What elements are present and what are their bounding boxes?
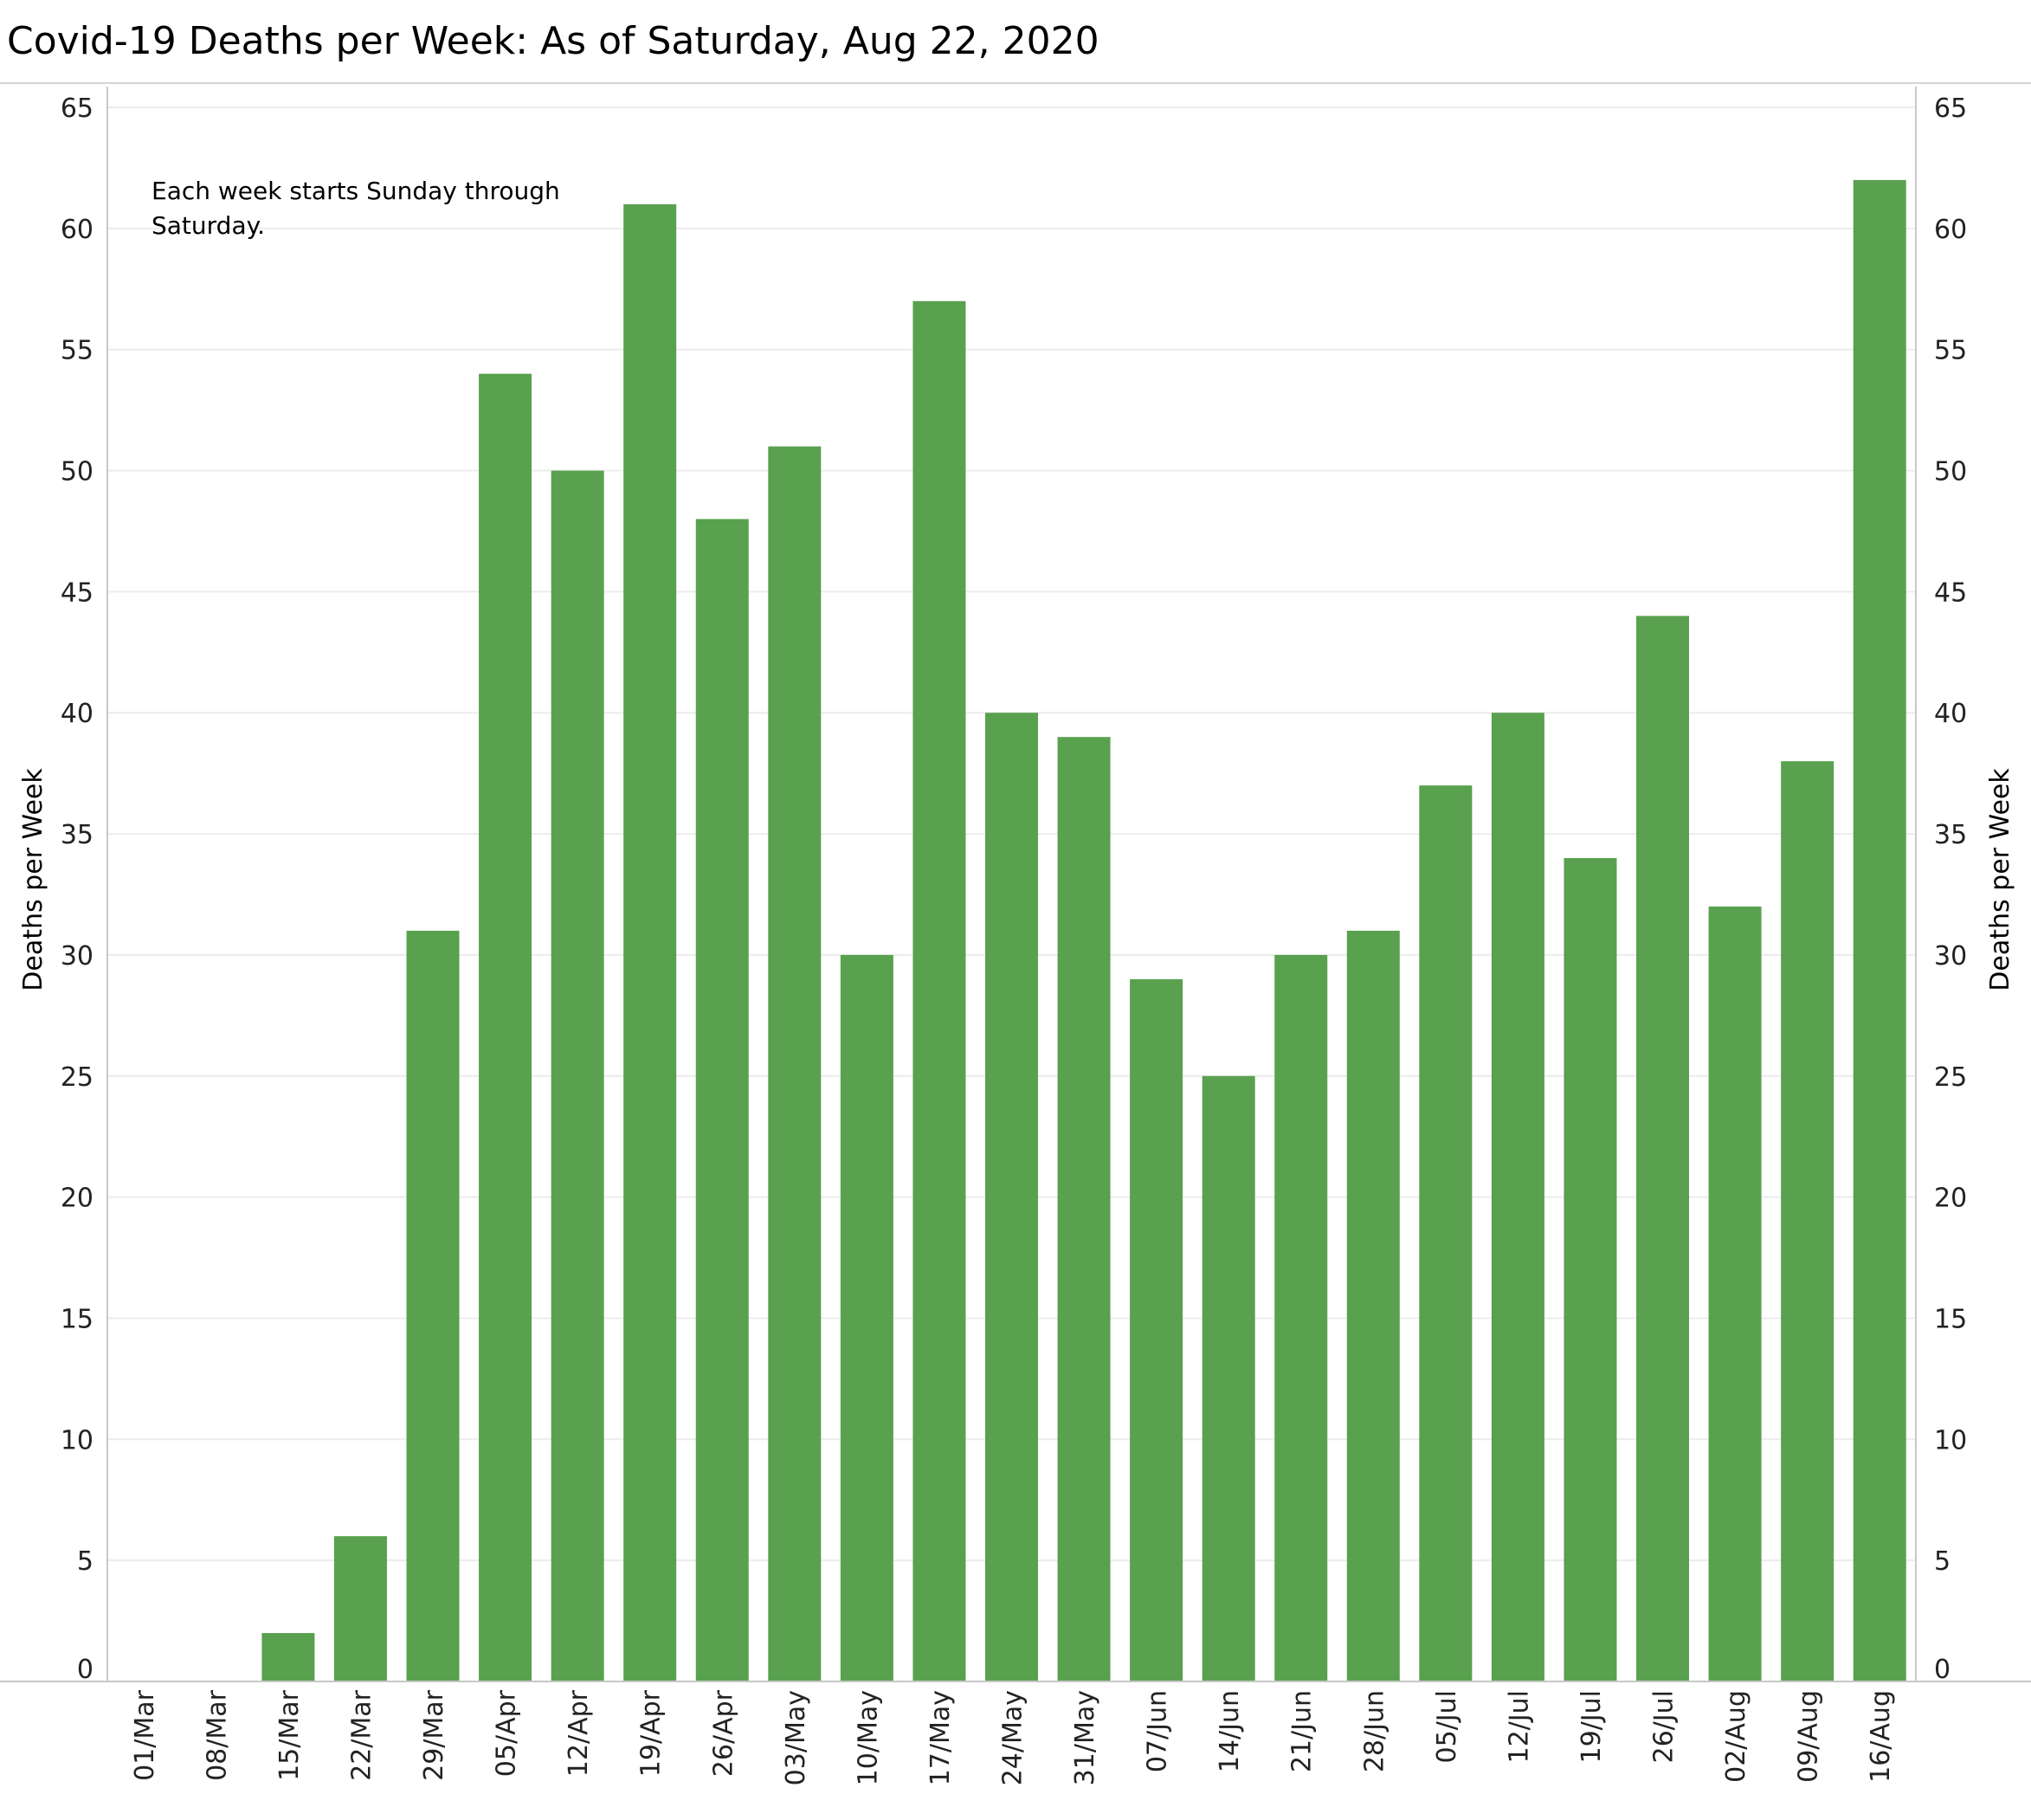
y-tick-label-right: 25 xyxy=(1934,1062,1967,1093)
chart-title: Covid-19 Deaths per Week: As of Saturday… xyxy=(7,19,1099,63)
bar xyxy=(261,1633,315,1681)
y-tick-label-left: 10 xyxy=(61,1425,93,1455)
y-tick-label-left: 0 xyxy=(77,1655,93,1685)
y-tick-label-right: 60 xyxy=(1934,215,1967,245)
y-tick-label-left: 35 xyxy=(61,820,93,850)
y-tick-label-left: 30 xyxy=(61,941,93,971)
y-tick-label-left: 45 xyxy=(61,578,93,608)
bar xyxy=(479,373,532,1681)
x-tick-label: 05/Apr xyxy=(492,1689,522,1777)
bar xyxy=(1853,179,1906,1681)
y-tick-label-right: 30 xyxy=(1934,941,1967,971)
y-tick-label-right: 65 xyxy=(1934,94,1967,124)
x-tick-label: 12/Jul xyxy=(1504,1690,1534,1763)
y-tick-label-left: 60 xyxy=(61,215,93,245)
x-tick-label: 07/Jun xyxy=(1143,1690,1173,1772)
bar xyxy=(1202,1075,1255,1681)
y-axis-label-left: Deaths per Week xyxy=(18,768,48,991)
bar xyxy=(1564,858,1617,1681)
x-tick-label: 24/May xyxy=(998,1690,1028,1785)
bar xyxy=(985,713,1038,1681)
y-tick-label-right: 10 xyxy=(1934,1425,1967,1455)
y-tick-label-right: 20 xyxy=(1934,1184,1967,1214)
x-tick-label: 02/Aug xyxy=(1721,1690,1751,1783)
x-tick-label: 29/Mar xyxy=(419,1689,449,1781)
bar xyxy=(1491,713,1544,1681)
y-tick-label-left: 20 xyxy=(61,1184,93,1214)
bar xyxy=(623,203,677,1681)
category-labels: 01/Mar 08/Mar 15/Mar 22/Mar 29/Mar 05/Apr 12/A… xyxy=(130,1689,1896,1785)
y-tick-label-left: 40 xyxy=(61,699,93,729)
bar xyxy=(695,519,749,1681)
x-tick-label: 21/Jun xyxy=(1287,1690,1318,1772)
bars xyxy=(261,179,1906,1682)
x-tick-label: 09/Aug xyxy=(1794,1690,1824,1783)
bar xyxy=(1708,906,1762,1681)
annotation-line: Saturday. xyxy=(152,211,265,240)
x-tick-label: 16/Aug xyxy=(1866,1690,1896,1783)
y-tick-label-right: 50 xyxy=(1934,457,1967,487)
y-tick-label-right: 35 xyxy=(1934,820,1967,850)
x-tick-label: 05/Jul xyxy=(1432,1690,1462,1763)
y-tick-label-right: 40 xyxy=(1934,699,1967,729)
bar xyxy=(840,954,893,1681)
annotation: Each week starts Sunday through Saturday. xyxy=(152,177,560,240)
axes xyxy=(0,87,2031,1682)
annotation-line: Each week starts Sunday through xyxy=(152,177,560,205)
y-tick-label-left: 25 xyxy=(61,1062,93,1093)
x-tick-label: 28/Jun xyxy=(1359,1690,1389,1772)
x-tick-label: 26/Apr xyxy=(708,1689,738,1777)
bar xyxy=(551,470,604,1681)
x-tick-label: 03/May xyxy=(781,1690,811,1785)
x-tick-label: 26/Jul xyxy=(1649,1690,1680,1763)
bar xyxy=(1781,761,1834,1682)
y-tick-label-right: 5 xyxy=(1934,1546,1950,1577)
x-tick-label: 10/May xyxy=(853,1690,883,1785)
x-tick-label: 19/Apr xyxy=(636,1689,667,1777)
x-tick-label: 12/Apr xyxy=(564,1689,594,1777)
y-tick-label-left: 65 xyxy=(61,94,93,124)
x-tick-label: 15/Mar xyxy=(274,1689,305,1781)
y-tick-label-left: 55 xyxy=(61,336,93,366)
y-tick-label-right: 55 xyxy=(1934,336,1967,366)
y-tick-label-left: 50 xyxy=(61,457,93,487)
bar xyxy=(1346,930,1400,1681)
y-tick-label-left: 15 xyxy=(61,1304,93,1334)
bar xyxy=(1274,954,1328,1681)
bar xyxy=(406,930,460,1681)
y-tick-label-right: 15 xyxy=(1934,1304,1967,1334)
x-tick-label: 31/May xyxy=(1070,1690,1100,1785)
bar xyxy=(1130,978,1183,1681)
x-tick-label: 01/Mar xyxy=(130,1689,160,1781)
y-tick-label-right: 45 xyxy=(1934,578,1967,608)
y-axis-label-right: Deaths per Week xyxy=(1985,768,2015,991)
x-tick-label: 14/Jun xyxy=(1215,1690,1245,1772)
bar xyxy=(912,300,966,1681)
bar xyxy=(1057,737,1111,1682)
y-tick-label-left: 5 xyxy=(77,1546,93,1577)
bar xyxy=(768,446,822,1681)
x-tick-label: 22/Mar xyxy=(346,1689,377,1781)
bar xyxy=(1636,616,1690,1681)
x-tick-label: 19/Jul xyxy=(1576,1690,1607,1763)
x-tick-label: 17/May xyxy=(925,1690,956,1785)
y-tick-label-right: 0 xyxy=(1934,1655,1950,1685)
x-tick-label: 08/Mar xyxy=(202,1689,232,1781)
bar xyxy=(333,1536,387,1681)
bar xyxy=(1419,785,1473,1681)
